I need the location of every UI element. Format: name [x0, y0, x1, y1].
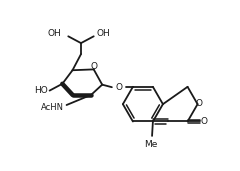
Text: O: O	[200, 117, 207, 126]
Text: OH: OH	[96, 29, 110, 38]
Text: OH: OH	[48, 29, 61, 38]
Text: O: O	[196, 99, 203, 108]
Text: HO: HO	[34, 86, 48, 95]
Text: O: O	[90, 62, 97, 71]
Text: AcHN: AcHN	[41, 103, 64, 112]
Text: Me: Me	[144, 140, 157, 149]
Text: O: O	[116, 83, 123, 92]
